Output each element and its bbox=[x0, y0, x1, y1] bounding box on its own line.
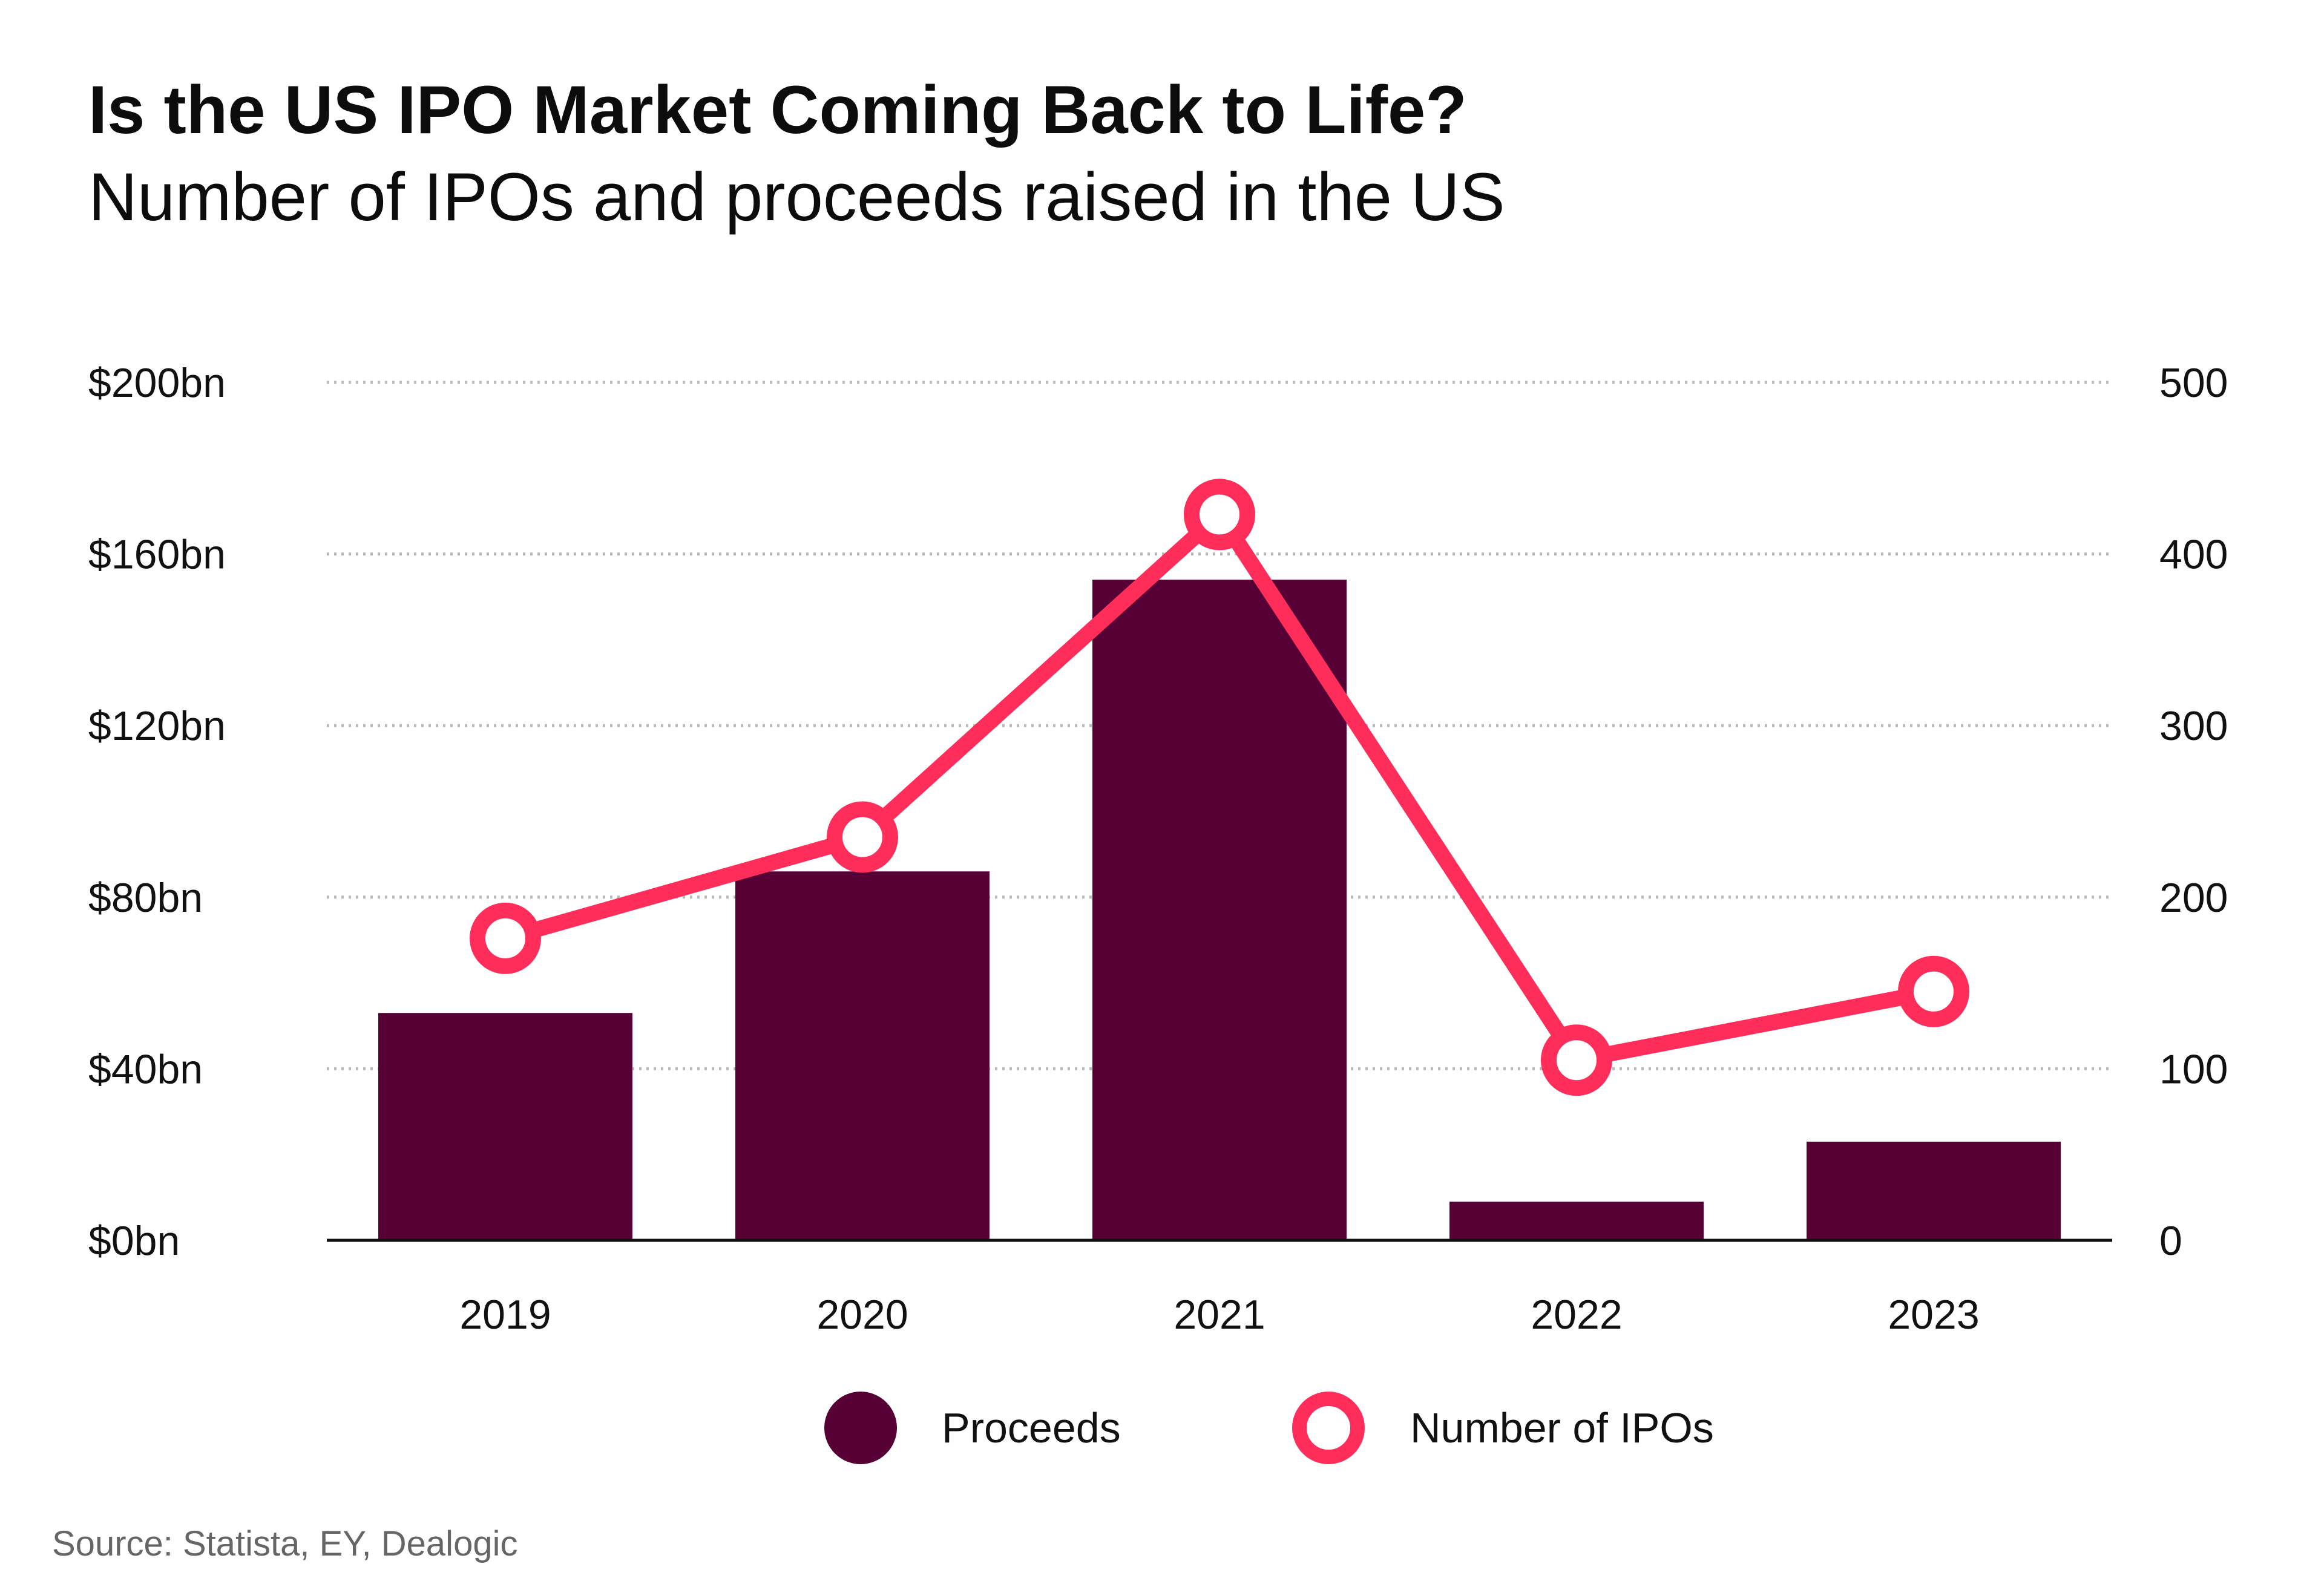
right-axis-tick-label: 100 bbox=[2159, 1046, 2228, 1092]
source-note: Source: Statista, EY, Dealogic bbox=[52, 1524, 518, 1563]
proceeds-bar bbox=[735, 871, 990, 1240]
left-axis-tick-label: $120bn bbox=[88, 703, 226, 749]
legend-ipo-swatch bbox=[1292, 1392, 1365, 1464]
right-axis-tick-label: 300 bbox=[2159, 703, 2228, 749]
legend-proceeds-label: Proceeds bbox=[942, 1404, 1121, 1451]
x-axis-tick-label: 2019 bbox=[459, 1292, 551, 1338]
x-axis-tick-label: 2022 bbox=[1531, 1292, 1622, 1338]
right-axis-ticks: 0 100 200 300 400 500 bbox=[2159, 360, 2228, 1264]
x-axis-tick-label: 2021 bbox=[1173, 1292, 1265, 1338]
left-axis-tick-label: $160bn bbox=[88, 532, 226, 578]
proceeds-bar bbox=[1807, 1141, 2061, 1240]
ipo-count-point bbox=[1541, 1024, 1612, 1096]
left-axis-ticks: $0bn $40bn $80bn $120bn $160bn $200bn bbox=[88, 360, 226, 1264]
x-axis-tick-label: 2020 bbox=[816, 1292, 908, 1338]
x-axis-ticks: 2019 2020 2021 2022 2023 bbox=[459, 1292, 1979, 1338]
legend-ipo-label: Number of IPOs bbox=[1410, 1404, 1714, 1451]
right-axis-tick-label: 400 bbox=[2159, 532, 2228, 578]
ipo-count-point bbox=[470, 902, 541, 974]
proceeds-bar bbox=[378, 1013, 632, 1240]
right-axis-tick-label: 500 bbox=[2159, 360, 2228, 406]
left-axis-tick-label: $40bn bbox=[88, 1046, 203, 1092]
legend: Proceeds Number of IPOs bbox=[824, 1392, 1714, 1464]
chart-title: Is the US IPO Market Coming Back to Life… bbox=[88, 72, 1467, 148]
left-axis-tick-label: $80bn bbox=[88, 875, 203, 921]
proceeds-bar bbox=[1092, 580, 1347, 1240]
ipo-count-point bbox=[1184, 479, 1255, 551]
left-axis-tick-label: $200bn bbox=[88, 360, 226, 406]
chart-subtitle: Number of IPOs and proceeds raised in th… bbox=[88, 159, 1505, 235]
right-axis-tick-label: 200 bbox=[2159, 875, 2228, 921]
x-axis-tick-label: 2023 bbox=[1888, 1292, 1979, 1338]
left-axis-tick-label: $0bn bbox=[88, 1218, 180, 1264]
proceeds-bars bbox=[378, 580, 2061, 1240]
ipo-count-line bbox=[470, 479, 1969, 1096]
proceeds-bar bbox=[1449, 1202, 1704, 1240]
legend-proceeds-swatch bbox=[824, 1392, 897, 1464]
ipo-count-point bbox=[827, 801, 898, 873]
ipo-count-point bbox=[1898, 955, 1969, 1027]
right-axis-tick-label: 0 bbox=[2159, 1218, 2182, 1264]
